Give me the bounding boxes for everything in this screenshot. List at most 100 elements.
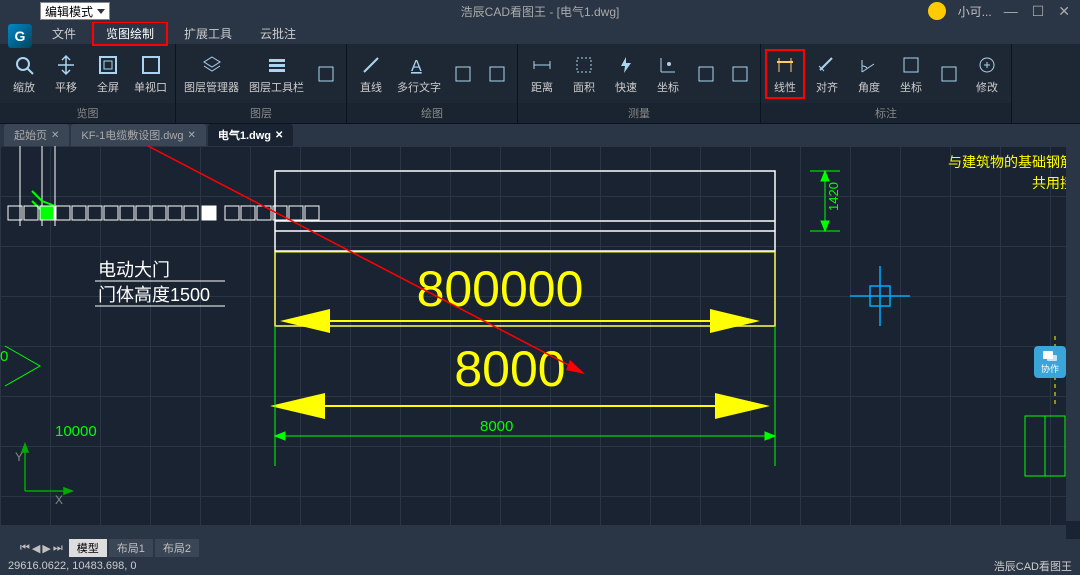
meas-sm1-icon [694,62,718,86]
ribbon-group-label: 绘图 [347,103,517,123]
layout-tab[interactable]: 布局1 [109,539,153,557]
tab-close-icon[interactable]: ✕ [51,130,59,141]
titlebar: 编辑模式 浩辰CAD看图王 - [电气1.dwg] 小可... — ☐ ✕ [0,0,1080,22]
tab-label: 起始页 [14,127,47,143]
ribbon-button-meas-sm1[interactable] [690,60,722,88]
ribbon-button-viewport[interactable]: 单视口 [130,51,171,97]
scrollbar-vertical[interactable] [1066,146,1080,521]
ribbon-button-label: 单视口 [134,79,167,95]
cad-drawing: 1420 电动大门 门体高度1500 800000 8000 800 [0,146,1080,539]
menu-item[interactable]: 云批注 [248,23,308,44]
layout-tab[interactable]: 布局2 [155,539,199,557]
menubar: 文件览图绘制扩展工具云批注 [0,22,1080,44]
ribbon-button-label: 修改 [976,79,998,95]
quick-icon [614,53,638,77]
dim-left-text: 10000 [55,423,97,440]
area-icon [572,53,596,77]
username: 小可... [958,3,992,20]
ribbon-group: 直线 A多行文字绘图 [347,44,518,123]
layerbar-icon [265,53,289,77]
layer-small-icon [314,62,338,86]
document-tab[interactable]: 起始页 ✕ [4,124,69,146]
app-name-status: 浩辰CAD看图王 [994,558,1072,574]
mode-selector[interactable]: 编辑模式 [40,2,110,20]
coordinates: 29616.0622, 10483.698, 0 [8,560,136,572]
ribbon-button-label: 线性 [774,79,796,95]
ribbon-button-angle[interactable]: 角度 [849,51,889,97]
line-icon [359,53,383,77]
ribbon-button-draw-small[interactable] [447,60,479,88]
statusbar: 29616.0622, 10483.698, 0 浩辰CAD看图王 [0,557,1080,575]
ribbon-button-meas-sm2[interactable] [724,60,756,88]
ribbon-button-layers[interactable]: 图层管理器 [180,51,243,97]
ribbon-button-label: 距离 [531,79,553,95]
gate-label: 电动大门 [98,260,170,280]
ribbon-group: 图层管理器图层工具栏图层 [176,44,347,123]
menu-item[interactable]: 文件 [40,23,88,44]
ribbon-button-zoom[interactable]: 缩放 [4,51,44,97]
close-button[interactable]: ✕ [1058,3,1070,20]
ribbon-button-dim-coord[interactable]: 坐标 [891,51,931,97]
big-number-2: 8000 [454,341,565,397]
tab-close-icon[interactable]: ✕ [187,130,195,141]
document-tabs: 起始页✕KF-1电缆敷设图.dwg✕电气1.dwg✕ [0,124,1080,146]
ribbon-button-quick[interactable]: 快速 [606,51,646,97]
canvas-text-right: 与建筑物的基础钢筋 共用接 [948,152,1074,194]
tab-nav-arrows[interactable]: ⏮◀▶⏭ [20,542,63,555]
gate-height-label: 门体高度1500 [98,285,210,305]
ribbon-button-label: 坐标 [900,79,922,95]
ribbon-button-label: 图层管理器 [184,79,239,95]
ribbon-group-label: 图层 [176,103,346,123]
tab-close-icon[interactable]: ✕ [275,130,283,141]
ribbon-button-dim-sm1[interactable] [933,60,965,88]
ribbon-button-area[interactable]: 面积 [564,51,604,97]
ribbon-button-label: 图层工具栏 [249,79,304,95]
ribbon-button-draw-small2[interactable] [481,60,513,88]
ribbon-button-label: 平移 [55,79,77,95]
ribbon-button-fullscreen[interactable]: 全屏 [88,51,128,97]
ribbon-button-layer-small[interactable] [310,60,342,88]
ribbon: 缩放平移全屏单视口览图图层管理器图层工具栏图层直线A多行文字绘图距离面积快速坐标… [0,44,1080,124]
ribbon-button-label: 缩放 [13,79,35,95]
minimize-button[interactable]: — [1004,3,1018,20]
big-number-1: 800000 [417,261,584,317]
ribbon-group: 线性 对齐角度坐标 修改标注 [761,44,1012,123]
zoom-icon [12,53,36,77]
document-tab[interactable]: 电气1.dwg✕ [208,124,294,146]
ribbon-button-label: 对齐 [816,79,838,95]
ribbon-group: 距离面积快速坐标测量 [518,44,761,123]
drawing-canvas[interactable]: 1420 电动大门 门体高度1500 800000 8000 800 [0,146,1080,539]
fullscreen-icon [96,53,120,77]
layout-tabs: ⏮◀▶⏭ 模型布局1布局2 [0,539,1080,557]
ribbon-group-label: 标注 [761,103,1011,123]
scrollbar-horizontal[interactable] [0,525,1066,539]
ribbon-button-label: 面积 [573,79,595,95]
collab-button[interactable]: 协作 [1034,346,1066,378]
ribbon-button-label: 直线 [360,79,382,95]
ribbon-button-distance[interactable]: 距离 [522,51,562,97]
ribbon-button-label: 快速 [615,79,637,95]
ribbon-button-coord[interactable]: 坐标 [648,51,688,97]
layers-icon [200,53,224,77]
window-title: 浩辰CAD看图王 - [电气1.dwg] [461,3,620,20]
ribbon-button-line[interactable]: 直线 [351,51,391,97]
ribbon-button-pan[interactable]: 平移 [46,51,86,97]
ribbon-button-label: 全屏 [97,79,119,95]
menu-item[interactable]: 扩展工具 [172,23,244,44]
layout-tab[interactable]: 模型 [69,539,107,557]
menu-item[interactable]: 览图绘制 [92,21,168,46]
dim-coord-icon [899,53,923,77]
ribbon-button-aligned[interactable]: 对齐 [807,51,847,97]
svg-text:A: A [411,58,422,75]
user-avatar-icon[interactable] [928,2,946,20]
ribbon-button-modify[interactable]: 修改 [967,51,1007,97]
ribbon-button-mtext[interactable]: A多行文字 [393,51,445,97]
ribbon-button-layerbar[interactable]: 图层工具栏 [245,51,308,97]
ribbon-button-linear[interactable]: 线性 [765,49,805,99]
zero-mark: 0 [0,348,8,365]
ribbon-group: 缩放 平移 全屏单视口览图 [0,44,176,123]
meas-sm2-icon [728,62,752,86]
document-tab[interactable]: KF-1电缆敷设图.dwg✕ [71,124,205,146]
maximize-button[interactable]: ☐ [1032,3,1045,20]
ribbon-group-label: 览图 [0,103,175,123]
